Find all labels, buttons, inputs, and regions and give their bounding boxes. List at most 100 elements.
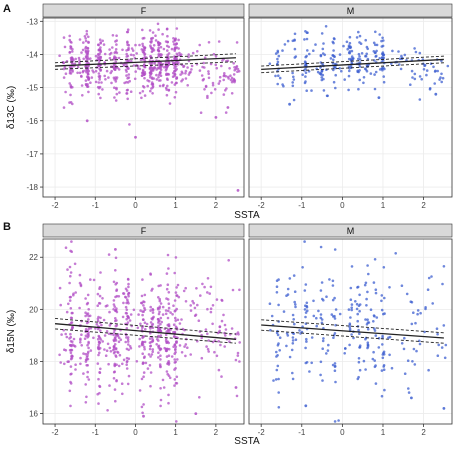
data-point <box>118 353 122 357</box>
data-point <box>178 53 182 57</box>
data-point <box>172 304 175 308</box>
data-point <box>416 312 419 316</box>
data-point <box>346 47 350 51</box>
data-point <box>201 78 205 82</box>
data-point <box>381 356 385 360</box>
data-point <box>359 42 363 45</box>
y-axis-title: δ13C (‰) <box>6 86 17 129</box>
data-point <box>291 81 295 84</box>
data-point <box>167 61 171 64</box>
data-point <box>167 374 171 378</box>
data-point <box>86 53 89 56</box>
data-point <box>305 89 309 92</box>
data-point <box>121 392 124 396</box>
data-point <box>160 320 163 324</box>
outlier-point <box>85 119 89 123</box>
data-point <box>92 336 95 340</box>
facet-strip <box>248 223 453 238</box>
data-point <box>172 63 175 66</box>
data-point <box>114 335 117 339</box>
data-point <box>112 58 116 61</box>
data-point <box>74 368 77 371</box>
data-point <box>283 43 287 46</box>
data-point <box>440 72 443 76</box>
data-point <box>357 375 360 379</box>
data-point <box>362 81 365 85</box>
outlier-point <box>377 96 381 99</box>
data-point <box>298 329 301 332</box>
data-point <box>238 360 241 363</box>
data-point <box>184 69 188 73</box>
data-point <box>428 87 432 90</box>
data-point <box>349 286 353 290</box>
data-point <box>84 79 88 82</box>
data-point <box>62 328 65 332</box>
data-point <box>142 318 145 322</box>
data-point <box>168 376 172 380</box>
data-point <box>150 39 153 43</box>
data-point <box>162 47 166 51</box>
data-point <box>167 309 170 313</box>
data-point <box>126 28 130 32</box>
data-point <box>99 46 102 49</box>
data-point <box>84 55 88 58</box>
data-point <box>101 88 104 91</box>
data-point <box>320 69 324 73</box>
data-point <box>97 334 101 338</box>
data-point <box>150 324 154 327</box>
data-point <box>321 379 324 382</box>
data-point <box>127 374 131 378</box>
outlier-point <box>214 116 218 119</box>
data-point <box>120 382 124 386</box>
data-point <box>175 420 178 423</box>
data-point <box>99 42 102 45</box>
data-point <box>174 316 177 320</box>
x-tick-label: 0 <box>340 428 345 437</box>
data-point <box>409 83 412 86</box>
data-point <box>358 55 361 58</box>
data-point <box>220 64 223 68</box>
data-point <box>207 76 211 80</box>
data-point <box>366 346 369 350</box>
data-point <box>203 285 206 289</box>
data-point <box>334 308 338 311</box>
data-point <box>149 355 152 358</box>
data-point <box>155 73 158 77</box>
x-tick-label: -1 <box>92 201 100 210</box>
data-point <box>113 388 117 391</box>
data-point <box>173 83 177 86</box>
data-point <box>70 372 73 376</box>
data-point <box>168 102 172 105</box>
data-point <box>91 69 94 72</box>
facet-b-f: F -2 -1 0 1 2 16 18 20 22 <box>29 223 245 437</box>
data-point <box>84 64 88 68</box>
data-point <box>126 88 129 92</box>
x-axis-title: SSTA <box>234 210 260 221</box>
data-point <box>333 364 337 368</box>
data-point <box>112 333 115 337</box>
ci-lower-line <box>261 329 444 344</box>
data-point <box>86 46 90 50</box>
data-point <box>186 346 189 350</box>
data-point <box>113 78 116 81</box>
data-point <box>128 123 131 126</box>
x-tick-label: -1 <box>298 428 306 437</box>
data-point <box>142 375 145 379</box>
data-point <box>207 350 210 353</box>
data-point <box>87 342 90 345</box>
data-point <box>291 84 295 88</box>
data-point <box>113 305 116 308</box>
data-point <box>305 337 308 341</box>
data-point <box>107 253 111 256</box>
data-point <box>141 313 144 317</box>
data-point <box>277 278 280 281</box>
x-tick-label: 2 <box>214 428 219 437</box>
data-point <box>291 339 295 342</box>
data-point <box>338 53 342 56</box>
data-point <box>303 308 307 311</box>
data-point <box>217 368 221 372</box>
data-point <box>381 36 384 40</box>
data-point <box>125 336 128 339</box>
data-point <box>293 322 296 326</box>
data-point <box>125 70 128 73</box>
